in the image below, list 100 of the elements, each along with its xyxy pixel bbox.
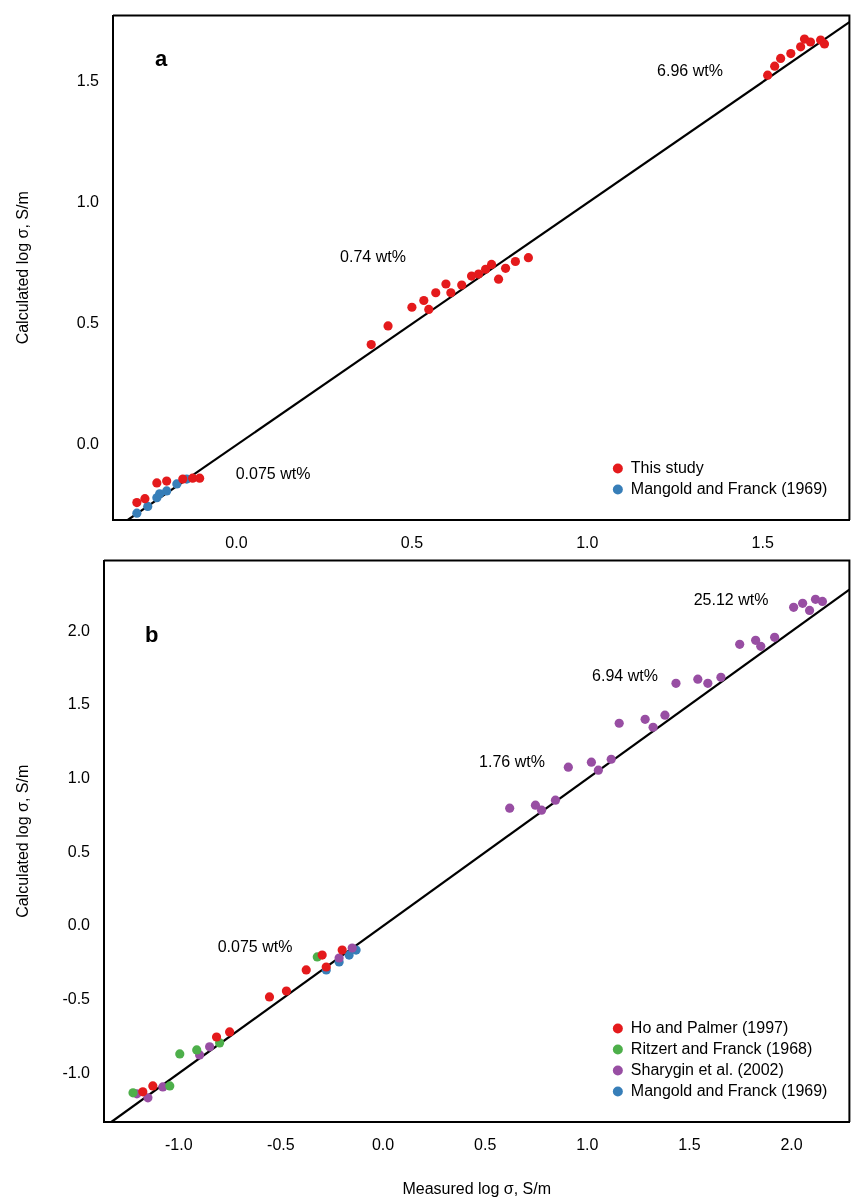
point xyxy=(493,274,504,284)
point xyxy=(366,339,376,350)
point xyxy=(178,474,188,484)
point xyxy=(819,39,830,49)
text: b xyxy=(145,621,159,647)
point xyxy=(817,596,828,607)
point xyxy=(804,605,815,615)
point xyxy=(789,602,799,612)
point xyxy=(586,757,596,767)
point xyxy=(703,678,713,688)
x-tick-label: 1.5 xyxy=(678,1136,701,1154)
point xyxy=(735,639,745,649)
point xyxy=(317,950,327,960)
legend-label: Sharygin et al. (2002) xyxy=(630,1060,784,1078)
x-tick-label: 0.5 xyxy=(400,534,424,552)
point xyxy=(132,497,142,508)
point xyxy=(751,635,761,645)
point xyxy=(770,61,780,71)
point xyxy=(211,1032,222,1042)
point xyxy=(143,1093,153,1103)
point xyxy=(407,302,417,312)
y-tick-label: 0.0 xyxy=(76,435,100,453)
point xyxy=(671,678,681,688)
point xyxy=(419,295,429,306)
point xyxy=(192,1045,202,1055)
annotation: 0.74 wt% xyxy=(340,248,406,266)
point xyxy=(550,795,561,805)
point xyxy=(195,473,205,483)
point xyxy=(128,1088,138,1098)
point xyxy=(165,1081,175,1091)
annotation: 0.075 wt% xyxy=(235,465,311,483)
y-tick-label: 1.0 xyxy=(76,193,100,211)
x-tick-label: 0.0 xyxy=(225,534,248,552)
point xyxy=(640,714,650,724)
point xyxy=(796,42,806,52)
point xyxy=(446,288,456,298)
point xyxy=(776,53,786,64)
point xyxy=(138,1087,148,1097)
point xyxy=(756,641,766,651)
point xyxy=(225,1027,235,1037)
annotation: 6.96 wt% xyxy=(657,62,723,80)
x-tick-label: 0.0 xyxy=(371,1136,395,1154)
point xyxy=(347,943,357,953)
point xyxy=(648,722,658,732)
point xyxy=(132,508,142,518)
point xyxy=(140,494,150,504)
point xyxy=(536,805,547,815)
point xyxy=(606,754,616,764)
y-tick-label: 1.5 xyxy=(67,695,91,713)
point xyxy=(614,718,624,728)
x-tick-label: -0.5 xyxy=(267,1136,295,1154)
point xyxy=(660,710,670,720)
legend-label: This study xyxy=(630,458,704,476)
x-axis-title: Measured log σ, S/m xyxy=(402,1179,551,1197)
point xyxy=(424,304,434,315)
point xyxy=(143,501,153,512)
point xyxy=(523,253,533,263)
y-tick-label: -1.0 xyxy=(62,1063,91,1081)
point xyxy=(763,70,773,80)
y-axis-title: Calculated log σ, S/m xyxy=(14,191,32,345)
point xyxy=(770,632,780,642)
x-tick-label: -1.0 xyxy=(164,1136,193,1154)
point xyxy=(500,263,511,273)
y-tick-label: 0.0 xyxy=(67,916,91,934)
legend-label: Ho and Palmer (1997) xyxy=(630,1018,789,1036)
y-tick-label: 0.5 xyxy=(67,842,91,860)
point xyxy=(563,762,573,772)
x-tick-label: 1.0 xyxy=(576,534,599,552)
point xyxy=(383,321,393,331)
point xyxy=(505,803,515,813)
legend-label: Ritzert and Franck (1968) xyxy=(630,1039,813,1057)
x-tick-label: 0.5 xyxy=(474,1136,497,1154)
point xyxy=(152,478,162,488)
point xyxy=(162,486,172,496)
point xyxy=(162,476,172,486)
point xyxy=(264,992,275,1002)
point xyxy=(798,598,808,608)
legend-label: Mangold and Franck (1969) xyxy=(630,479,828,497)
point xyxy=(334,953,344,963)
point xyxy=(510,256,521,267)
y-tick-label: 2.0 xyxy=(67,621,91,639)
point xyxy=(486,259,497,270)
point xyxy=(716,672,726,682)
y-axis-title: Calculated log σ, S/m xyxy=(14,764,32,918)
annotation: 1.76 wt% xyxy=(479,753,545,771)
y-tick-label: -0.5 xyxy=(62,990,91,1008)
annotation: 25.12 wt% xyxy=(693,591,769,609)
point xyxy=(205,1042,215,1052)
point xyxy=(530,800,541,810)
point xyxy=(337,945,347,955)
point xyxy=(441,279,451,289)
legend-label: Mangold and Franck (1969) xyxy=(630,1081,828,1099)
point xyxy=(593,765,603,775)
y-tick-label: 0.5 xyxy=(76,314,100,332)
point xyxy=(301,965,311,975)
y-tick-label: 1.0 xyxy=(67,769,91,787)
text: a xyxy=(155,45,168,71)
x-tick-label: 1.5 xyxy=(751,534,774,552)
point xyxy=(480,264,491,274)
point xyxy=(431,288,441,298)
